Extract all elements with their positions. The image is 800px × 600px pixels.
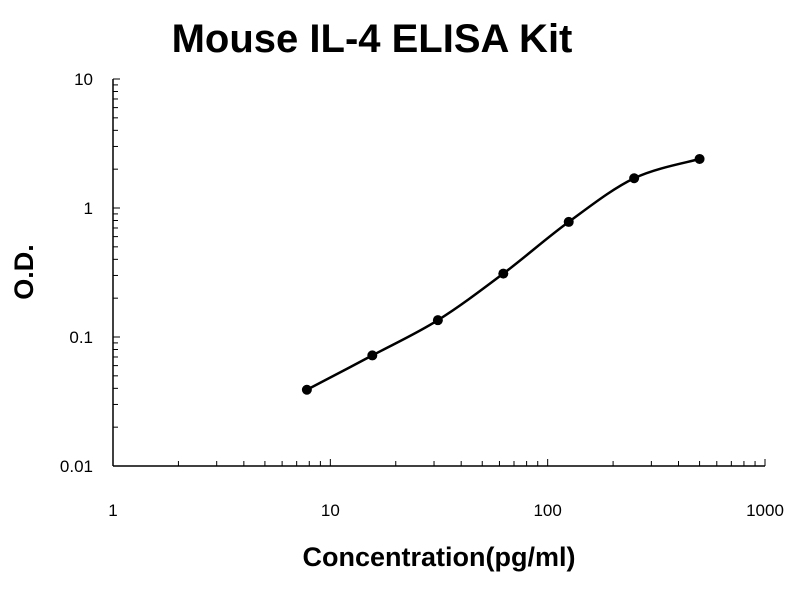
tick-labels: 1 10 100 1000 10 1 0.1 0.01 bbox=[60, 70, 784, 520]
data-point bbox=[629, 173, 640, 184]
data-point bbox=[367, 350, 378, 361]
y-tick-label: 0.01 bbox=[60, 457, 93, 476]
x-tick-label: 1000 bbox=[746, 501, 784, 520]
y-tick-label: 0.1 bbox=[69, 328, 93, 347]
x-tick-label: 10 bbox=[321, 501, 340, 520]
tick-marks bbox=[112, 78, 766, 467]
y-tick-label: 1 bbox=[84, 199, 93, 218]
data-point bbox=[694, 153, 705, 164]
data-point bbox=[498, 268, 509, 279]
data-series bbox=[301, 153, 705, 395]
y-axis-label: O.D. bbox=[9, 244, 39, 300]
data-point bbox=[432, 315, 443, 326]
x-tick-label: 100 bbox=[533, 501, 561, 520]
chart-title: Mouse IL-4 ELISA Kit bbox=[172, 17, 573, 61]
data-point bbox=[301, 384, 312, 395]
x-tick-label: 1 bbox=[108, 501, 117, 520]
axes bbox=[112, 79, 765, 467]
data-point bbox=[563, 216, 574, 227]
y-tick-label: 10 bbox=[74, 70, 93, 89]
x-axis-label: Concentration(pg/ml) bbox=[303, 542, 576, 572]
